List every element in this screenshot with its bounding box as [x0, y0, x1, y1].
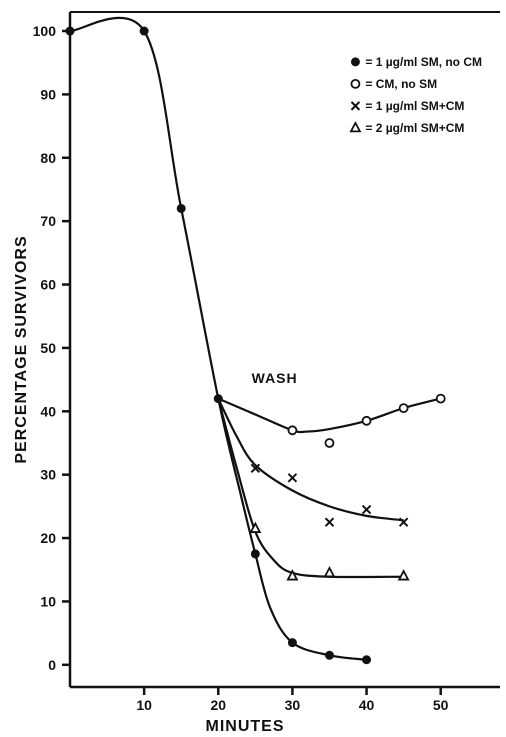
- legend-label: = 1 µg/ml SM, no CM: [365, 55, 482, 69]
- y-axis-title: PERCENTAGE SURVIVORS: [13, 235, 30, 463]
- series-0-point: [139, 26, 149, 36]
- y-tick-label: 10: [40, 593, 56, 609]
- x-tick-label: 40: [359, 697, 375, 713]
- axes: [68, 11, 500, 689]
- y-tick-label: 70: [40, 213, 56, 229]
- cross-stroke: [250, 463, 261, 474]
- series-1-point: [324, 438, 335, 448]
- legend-label: = CM, no SM: [365, 77, 437, 91]
- annotation-label: WASH: [252, 370, 298, 386]
- series-2-point: [250, 463, 261, 474]
- series-3-curve: [217, 398, 404, 579]
- y-tick-label: 100: [33, 23, 57, 39]
- series-0-point: [324, 650, 334, 660]
- series-0-point: [176, 203, 186, 213]
- annotations: WASH: [252, 370, 298, 386]
- series-1-point: [361, 415, 372, 426]
- series-3-point: [397, 569, 410, 581]
- series-2-point: [398, 517, 409, 527]
- y-tick-label: 50: [40, 340, 56, 356]
- cross-stroke: [324, 517, 335, 527]
- y-tick-label: 0: [48, 657, 56, 673]
- y-tick-label: 40: [40, 403, 56, 419]
- legend-label: = 2 µg/ml SM+CM: [365, 121, 464, 135]
- legend: = 1 µg/ml SM, no CM = CM, no SM = 1 µg/ml …: [349, 55, 482, 135]
- y-tick-label: 20: [40, 530, 56, 546]
- x-tick-label: 10: [136, 697, 152, 713]
- markers: [65, 26, 446, 665]
- cross-stroke: [361, 504, 372, 515]
- cross-stroke: [350, 101, 361, 111]
- series-3-point: [249, 521, 262, 533]
- y-tick-label: 60: [40, 277, 56, 293]
- series-2-point: [287, 473, 298, 483]
- series-0-point: [213, 394, 223, 404]
- series-0-point: [362, 655, 372, 665]
- series-0-point: [250, 549, 260, 559]
- y-tick-label: 90: [40, 86, 56, 102]
- ticks: 0 10 20 30 40 50 60 70 80 90 100 10 20 30 40 50: [33, 23, 449, 713]
- series-0-point: [287, 638, 297, 648]
- series-3-point: [286, 569, 299, 581]
- x-axis-title: MINUTES: [206, 718, 285, 735]
- series-1-point: [398, 403, 409, 414]
- legend-marker: [349, 120, 362, 133]
- x-tick-label: 30: [285, 697, 301, 713]
- y-tick-label: 30: [40, 467, 56, 483]
- cross-stroke: [398, 517, 409, 527]
- legend-marker: [350, 78, 361, 89]
- series-2-curve: [217, 398, 404, 522]
- x-tick-label: 50: [433, 697, 449, 713]
- legend-marker: [350, 57, 360, 67]
- series-3-point: [323, 565, 336, 578]
- series-1-point: [287, 425, 298, 436]
- cross-stroke: [287, 473, 298, 483]
- y-tick-label: 80: [40, 150, 56, 166]
- legend-marker: [350, 101, 361, 111]
- series-2-point: [361, 504, 372, 515]
- series-2-point: [324, 517, 335, 527]
- series-0-curve: [69, 16, 367, 661]
- series-1-curve: [217, 397, 441, 434]
- series-1-point: [435, 393, 446, 404]
- curves: [69, 16, 441, 661]
- legend-label: = 1 µg/ml SM+CM: [365, 99, 464, 113]
- x-tick-label: 20: [210, 697, 226, 713]
- series-0-point: [65, 26, 75, 36]
